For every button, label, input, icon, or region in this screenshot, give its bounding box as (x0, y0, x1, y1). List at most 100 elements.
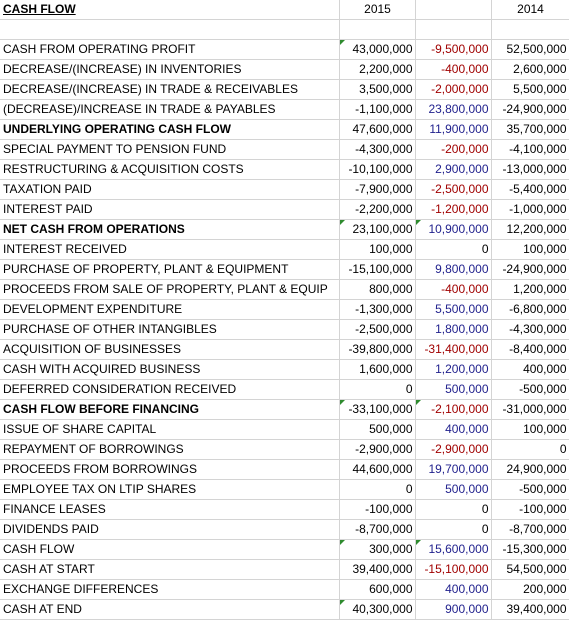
difference-cell[interactable]: 15,600,000 (415, 539, 492, 560)
value-2015-cell[interactable]: 0 (339, 379, 416, 400)
difference-cell[interactable]: 11,900,000 (415, 119, 492, 140)
row-label-cell[interactable]: DIVIDENDS PAID (0, 519, 340, 540)
difference-cell[interactable]: 1,800,000 (415, 319, 492, 340)
difference-cell[interactable]: 0 (415, 499, 492, 520)
row-label-cell[interactable]: PROCEEDS FROM BORROWINGS (0, 459, 340, 480)
blank-cell[interactable] (491, 19, 569, 40)
value-2015-cell[interactable]: 2,200,000 (339, 59, 416, 80)
row-label-cell[interactable]: (DECREASE)/INCREASE IN TRADE & PAYABLES (0, 99, 340, 120)
value-2015-cell[interactable]: -39,800,000 (339, 339, 416, 360)
row-label-cell[interactable]: CASH FLOW BEFORE FINANCING (0, 399, 340, 420)
difference-cell[interactable]: 0 (415, 519, 492, 540)
value-2014-cell[interactable]: -24,900,000 (491, 99, 569, 120)
row-label-cell[interactable]: ISSUE OF SHARE CAPITAL (0, 419, 340, 440)
row-label-cell[interactable]: REPAYMENT OF BORROWINGS (0, 439, 340, 460)
value-2015-cell[interactable]: -1,300,000 (339, 299, 416, 320)
row-label-cell[interactable]: DEVELOPMENT EXPENDITURE (0, 299, 340, 320)
difference-cell[interactable]: -15,100,000 (415, 559, 492, 580)
value-2014-cell[interactable]: -8,700,000 (491, 519, 569, 540)
difference-cell[interactable]: 9,800,000 (415, 259, 492, 280)
value-2014-cell[interactable]: 39,400,000 (491, 599, 569, 620)
value-2015-cell[interactable]: 600,000 (339, 579, 416, 600)
value-2014-cell[interactable]: 5,500,000 (491, 79, 569, 100)
value-2015-cell[interactable]: 47,600,000 (339, 119, 416, 140)
value-2015-cell[interactable]: -2,900,000 (339, 439, 416, 460)
value-2015-cell[interactable]: 40,300,000 (339, 599, 416, 620)
value-2015-cell[interactable]: -7,900,000 (339, 179, 416, 200)
value-2015-cell[interactable]: 23,100,000 (339, 219, 416, 240)
difference-cell[interactable]: -2,900,000 (415, 439, 492, 460)
value-2015-cell[interactable]: -1,100,000 (339, 99, 416, 120)
value-2014-cell[interactable]: -15,300,000 (491, 539, 569, 560)
value-2014-cell[interactable]: 54,500,000 (491, 559, 569, 580)
value-2015-cell[interactable]: -33,100,000 (339, 399, 416, 420)
value-2014-cell[interactable]: -4,300,000 (491, 319, 569, 340)
row-label-cell[interactable]: RESTRUCTURING & ACQUISITION COSTS (0, 159, 340, 180)
difference-cell[interactable]: -2,100,000 (415, 399, 492, 420)
row-label-cell[interactable]: PROCEEDS FROM SALE OF PROPERTY, PLANT & … (0, 279, 340, 300)
difference-cell[interactable]: 900,000 (415, 599, 492, 620)
difference-header[interactable] (415, 0, 492, 20)
value-2015-cell[interactable]: -10,100,000 (339, 159, 416, 180)
value-2014-cell[interactable]: 12,200,000 (491, 219, 569, 240)
value-2014-cell[interactable]: -24,900,000 (491, 259, 569, 280)
row-label-cell[interactable]: TAXATION PAID (0, 179, 340, 200)
difference-cell[interactable]: -2,500,000 (415, 179, 492, 200)
row-label-cell[interactable]: CASH AT END (0, 599, 340, 620)
value-2014-cell[interactable]: 200,000 (491, 579, 569, 600)
row-label-cell[interactable]: CASH FROM OPERATING PROFIT (0, 39, 340, 60)
row-label-cell[interactable]: ACQUISITION OF BUSINESSES (0, 339, 340, 360)
value-2014-cell[interactable]: -6,800,000 (491, 299, 569, 320)
difference-cell[interactable]: -200,000 (415, 139, 492, 160)
difference-cell[interactable]: -31,400,000 (415, 339, 492, 360)
row-label-cell[interactable]: PURCHASE OF PROPERTY, PLANT & EQUIPMENT (0, 259, 340, 280)
value-2014-cell[interactable]: -500,000 (491, 379, 569, 400)
sheet-title[interactable]: CASH FLOW (0, 0, 340, 20)
row-label-cell[interactable]: INTEREST PAID (0, 199, 340, 220)
blank-cell[interactable] (339, 19, 416, 40)
value-2014-cell[interactable]: 2,600,000 (491, 59, 569, 80)
value-2015-cell[interactable]: -8,700,000 (339, 519, 416, 540)
value-2015-cell[interactable]: -100,000 (339, 499, 416, 520)
value-2014-cell[interactable]: -8,400,000 (491, 339, 569, 360)
value-2014-cell[interactable]: -1,000,000 (491, 199, 569, 220)
difference-cell[interactable]: 5,500,000 (415, 299, 492, 320)
row-label-cell[interactable]: CASH AT START (0, 559, 340, 580)
value-2014-cell[interactable]: 35,700,000 (491, 119, 569, 140)
row-label-cell[interactable]: PURCHASE OF OTHER INTANGIBLES (0, 319, 340, 340)
difference-cell[interactable]: 0 (415, 239, 492, 260)
value-2015-cell[interactable]: -15,100,000 (339, 259, 416, 280)
row-label-cell[interactable]: EXCHANGE DIFFERENCES (0, 579, 340, 600)
blank-cell[interactable] (415, 19, 492, 40)
value-2014-cell[interactable]: -4,100,000 (491, 139, 569, 160)
row-label-cell[interactable]: CASH FLOW (0, 539, 340, 560)
value-2015-cell[interactable]: 300,000 (339, 539, 416, 560)
difference-cell[interactable]: -400,000 (415, 279, 492, 300)
row-label-cell[interactable]: DECREASE/(INCREASE) IN TRADE & RECEIVABL… (0, 79, 340, 100)
year-2015-header[interactable]: 2015 (339, 0, 416, 20)
value-2014-cell[interactable]: 0 (491, 439, 569, 460)
difference-cell[interactable]: 2,900,000 (415, 159, 492, 180)
value-2014-cell[interactable]: 1,200,000 (491, 279, 569, 300)
blank-cell[interactable] (0, 19, 340, 40)
value-2014-cell[interactable]: 24,900,000 (491, 459, 569, 480)
value-2014-cell[interactable]: -5,400,000 (491, 179, 569, 200)
difference-cell[interactable]: 1,200,000 (415, 359, 492, 380)
value-2015-cell[interactable]: 43,000,000 (339, 39, 416, 60)
value-2015-cell[interactable]: -2,500,000 (339, 319, 416, 340)
row-label-cell[interactable]: EMPLOYEE TAX ON LTIP SHARES (0, 479, 340, 500)
row-label-cell[interactable]: INTEREST RECEIVED (0, 239, 340, 260)
value-2015-cell[interactable]: -4,300,000 (339, 139, 416, 160)
value-2014-cell[interactable]: 400,000 (491, 359, 569, 380)
row-label-cell[interactable]: FINANCE LEASES (0, 499, 340, 520)
value-2015-cell[interactable]: 0 (339, 479, 416, 500)
difference-cell[interactable]: -2,000,000 (415, 79, 492, 100)
value-2015-cell[interactable]: -2,200,000 (339, 199, 416, 220)
difference-cell[interactable]: 23,800,000 (415, 99, 492, 120)
difference-cell[interactable]: 19,700,000 (415, 459, 492, 480)
row-label-cell[interactable]: NET CASH FROM OPERATIONS (0, 219, 340, 240)
value-2014-cell[interactable]: -500,000 (491, 479, 569, 500)
difference-cell[interactable]: 500,000 (415, 479, 492, 500)
value-2014-cell[interactable]: -13,000,000 (491, 159, 569, 180)
value-2015-cell[interactable]: 1,600,000 (339, 359, 416, 380)
